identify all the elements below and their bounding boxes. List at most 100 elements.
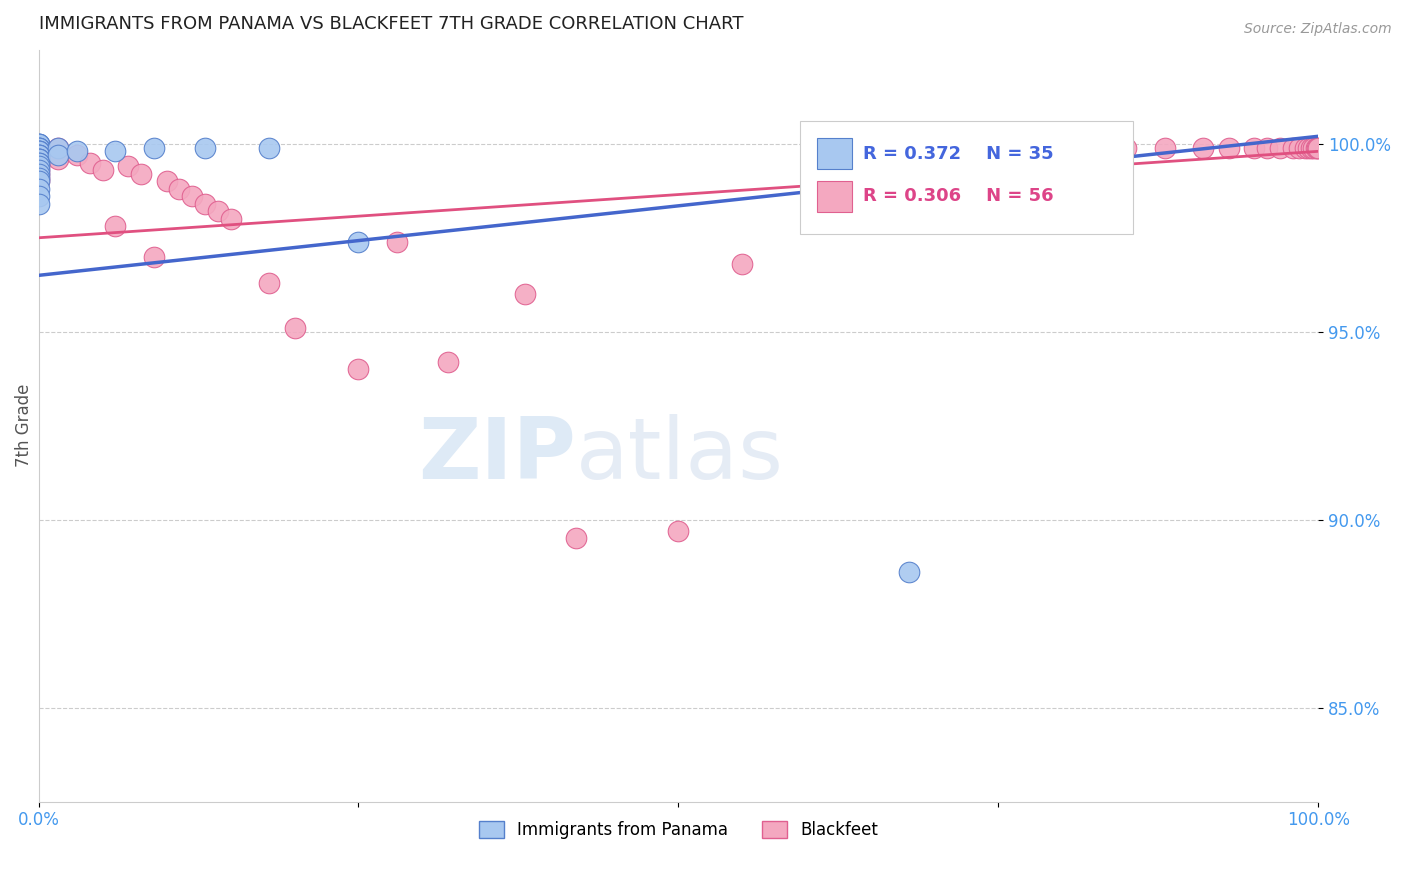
- Point: [194, 140, 217, 154]
- Point: [437, 355, 460, 369]
- Point: [27, 140, 49, 154]
- Point: [46, 140, 69, 154]
- Point: [27, 167, 49, 181]
- Point: [731, 257, 754, 271]
- Point: [194, 197, 217, 211]
- Point: [142, 140, 165, 154]
- Point: [1281, 140, 1303, 154]
- Point: [27, 174, 49, 188]
- Point: [1256, 140, 1278, 154]
- Point: [27, 182, 49, 196]
- Point: [897, 140, 920, 154]
- Point: [27, 155, 49, 169]
- Point: [1052, 140, 1074, 154]
- Point: [1288, 140, 1310, 154]
- Point: [27, 148, 49, 162]
- Point: [27, 155, 49, 169]
- Bar: [817, 181, 852, 212]
- Point: [27, 148, 49, 162]
- Point: [1115, 140, 1137, 154]
- Point: [27, 136, 49, 151]
- Point: [79, 155, 101, 169]
- Point: [1243, 140, 1265, 154]
- Point: [347, 235, 370, 249]
- Point: [821, 140, 844, 154]
- Point: [347, 362, 370, 376]
- Point: [27, 136, 49, 151]
- Point: [27, 167, 49, 181]
- Point: [1295, 140, 1317, 154]
- Point: [169, 182, 191, 196]
- Text: Source: ZipAtlas.com: Source: ZipAtlas.com: [1244, 22, 1392, 37]
- Point: [27, 152, 49, 166]
- Point: [1192, 140, 1215, 154]
- Point: [46, 140, 69, 154]
- Point: [27, 163, 49, 178]
- Point: [27, 197, 49, 211]
- Point: [181, 189, 204, 203]
- Point: [104, 219, 127, 234]
- Point: [46, 148, 69, 162]
- Point: [1077, 140, 1099, 154]
- Point: [1299, 140, 1322, 154]
- Point: [219, 211, 242, 226]
- Text: R = 0.306    N = 56: R = 0.306 N = 56: [863, 187, 1053, 205]
- Point: [27, 170, 49, 185]
- Point: [27, 145, 49, 159]
- Point: [27, 148, 49, 162]
- Point: [257, 276, 280, 290]
- Point: [129, 167, 152, 181]
- Point: [385, 235, 408, 249]
- Point: [1306, 140, 1329, 154]
- Point: [283, 321, 305, 335]
- Point: [27, 170, 49, 185]
- Point: [117, 159, 139, 173]
- Point: [27, 140, 49, 154]
- Point: [1308, 140, 1330, 154]
- Y-axis label: 7th Grade: 7th Grade: [15, 384, 32, 467]
- Text: IMMIGRANTS FROM PANAMA VS BLACKFEET 7TH GRADE CORRELATION CHART: IMMIGRANTS FROM PANAMA VS BLACKFEET 7TH …: [38, 15, 742, 33]
- FancyBboxPatch shape: [800, 121, 1133, 234]
- Point: [1218, 140, 1240, 154]
- Point: [27, 155, 49, 169]
- Point: [1296, 140, 1319, 154]
- Point: [27, 189, 49, 203]
- Point: [27, 136, 49, 151]
- Point: [155, 174, 177, 188]
- Point: [513, 287, 536, 301]
- Point: [27, 152, 49, 166]
- Point: [27, 145, 49, 159]
- Point: [27, 140, 49, 154]
- Point: [257, 140, 280, 154]
- Point: [987, 145, 1010, 159]
- Point: [27, 148, 49, 162]
- Point: [27, 159, 49, 173]
- Text: ZIP: ZIP: [419, 414, 576, 497]
- Point: [565, 532, 588, 546]
- Point: [821, 140, 844, 154]
- Point: [897, 566, 920, 580]
- Point: [1305, 140, 1327, 154]
- Point: [27, 159, 49, 173]
- Point: [1302, 140, 1324, 154]
- Point: [207, 204, 229, 219]
- Point: [1268, 140, 1291, 154]
- Legend: Immigrants from Panama, Blackfeet: Immigrants from Panama, Blackfeet: [472, 814, 884, 846]
- Point: [66, 148, 89, 162]
- Point: [91, 163, 114, 178]
- Bar: [817, 137, 852, 169]
- Point: [949, 140, 972, 154]
- Point: [27, 152, 49, 166]
- Point: [46, 152, 69, 166]
- Point: [104, 145, 127, 159]
- Point: [668, 524, 690, 538]
- Point: [142, 250, 165, 264]
- Point: [27, 148, 49, 162]
- Point: [27, 152, 49, 166]
- Point: [66, 145, 89, 159]
- Point: [27, 145, 49, 159]
- Text: R = 0.372    N = 35: R = 0.372 N = 35: [863, 145, 1053, 162]
- Point: [27, 145, 49, 159]
- Point: [27, 174, 49, 188]
- Point: [1153, 140, 1175, 154]
